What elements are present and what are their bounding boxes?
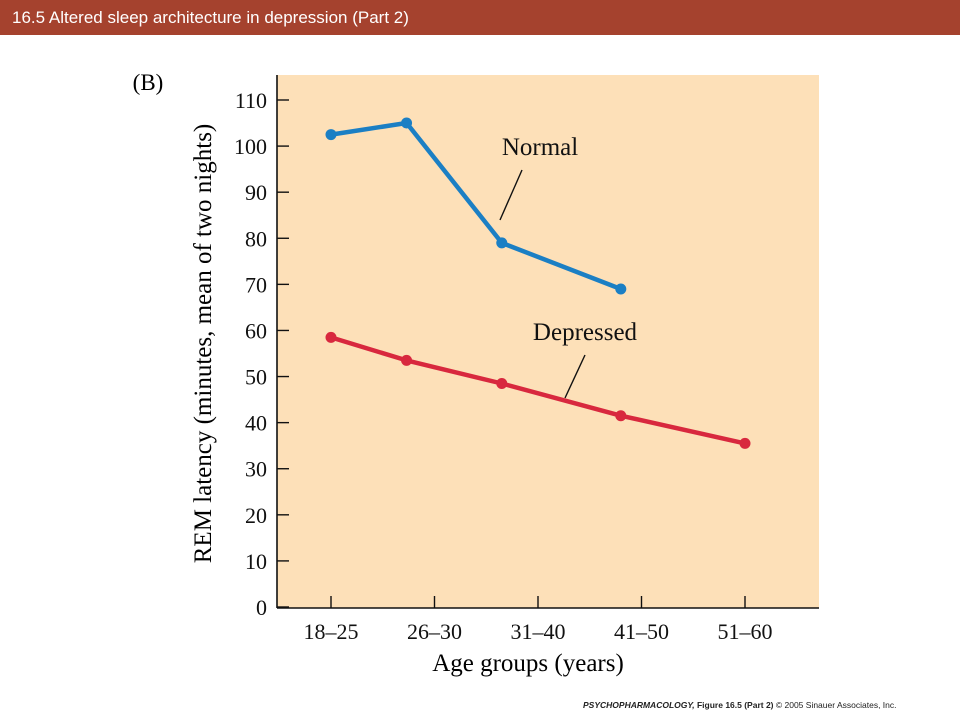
data-point-normal <box>401 117 413 129</box>
y-tick-label: 30 <box>245 457 267 482</box>
x-tick-label: 31–40 <box>511 619 566 644</box>
slide-title: 16.5 Altered sleep architecture in depre… <box>12 8 409 27</box>
data-point-depressed <box>325 331 337 343</box>
plot-background <box>277 75 819 608</box>
y-tick-label: 50 <box>245 365 267 390</box>
y-tick-label: 110 <box>235 88 267 113</box>
leader-line-normal <box>499 169 523 221</box>
x-axis: 18–25 26–30 31–40 41–50 51–60 <box>277 596 819 644</box>
panel-label: (B) <box>133 70 164 95</box>
data-point-depressed <box>496 377 508 389</box>
y-tick-label: 80 <box>245 226 267 251</box>
y-tick-label: 70 <box>245 272 267 297</box>
x-tick-label: 41–50 <box>614 619 669 644</box>
x-tick-label: 18–25 <box>304 619 359 644</box>
data-point-normal <box>615 283 627 295</box>
x-tick-label: 26–30 <box>407 619 462 644</box>
x-tick-label: 51–60 <box>718 619 773 644</box>
data-point-depressed <box>739 437 751 449</box>
y-tick-label: 0 <box>256 595 267 620</box>
data-point-normal <box>325 129 337 141</box>
y-tick-label: 90 <box>245 180 267 205</box>
data-point-depressed <box>615 410 627 422</box>
credit-book: PSYCHOPHARMACOLOGY, <box>583 700 695 710</box>
labels-layer: Normal Depressed <box>499 134 638 399</box>
data-point-normal <box>496 237 508 249</box>
series-label-depressed: Depressed <box>533 319 638 346</box>
series-label-normal: Normal <box>502 134 578 161</box>
y-tick-label: 20 <box>245 503 267 528</box>
y-axis-title: REM latency (minutes, mean of two nights… <box>190 124 217 564</box>
y-tick-label: 60 <box>245 318 267 343</box>
series-line-normal <box>330 120 622 292</box>
y-tick-label: 100 <box>234 134 267 159</box>
slide-title-bar: 16.5 Altered sleep architecture in depre… <box>0 0 960 35</box>
credit-figure: Figure 16.5 (Part 2) <box>694 700 774 710</box>
figure-credit: PSYCHOPHARMACOLOGY, Figure 16.5 (Part 2)… <box>583 700 897 710</box>
leader-line-depressed <box>564 354 586 399</box>
y-axis: 0 10 20 30 40 50 60 70 80 90 100 110 <box>234 75 289 620</box>
x-axis-title: Age groups (years) <box>432 650 624 677</box>
y-tick-label: 10 <box>245 549 267 574</box>
data-point-depressed <box>401 354 413 366</box>
y-tick-label: 40 <box>245 411 267 436</box>
credit-copyright: © 2005 Sinauer Associates, Inc. <box>773 700 897 710</box>
rem-latency-chart: 0 10 20 30 40 50 60 70 80 90 100 110 18–25 26–30 31–4… <box>133 70 819 677</box>
series-layer <box>325 117 751 449</box>
